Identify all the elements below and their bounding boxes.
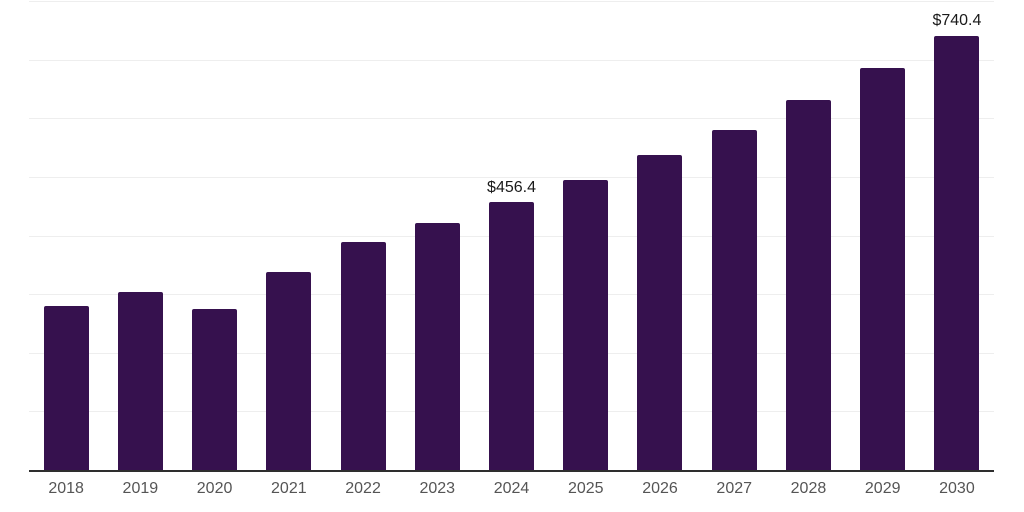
plot-area: $456.4 $740.4 <box>29 1 994 472</box>
bar-cell-2018 <box>29 1 103 470</box>
bar-cell-2019 <box>103 1 177 470</box>
bar-cell-2027 <box>697 1 771 470</box>
x-tick-2029: 2029 <box>864 480 901 497</box>
x-tick-2028: 2028 <box>790 480 827 497</box>
x-axis-labels: 2018 2019 2020 2021 2022 2023 2024 2025 2026 2027… <box>29 479 994 500</box>
bar-2025 <box>563 180 609 470</box>
bar-value-label-2030: $740.4 <box>932 12 982 30</box>
x-tick-2023: 2023 <box>419 480 456 497</box>
bar-2019 <box>117 291 163 470</box>
bar-2022 <box>340 241 386 470</box>
bar-cell-2025 <box>549 1 623 470</box>
bar-2029 <box>860 68 906 470</box>
gridline-700 <box>29 59 994 61</box>
bar-2027 <box>711 129 757 470</box>
bar-cell-2020 <box>177 1 251 470</box>
gridline-800 <box>29 1 994 2</box>
x-tick-2022: 2022 <box>345 480 381 497</box>
bar-value-label-2024: $456.4 <box>487 178 536 196</box>
x-tick-2019: 2019 <box>122 480 159 497</box>
x-tick-2021: 2021 <box>271 480 307 497</box>
bar-cell-2022 <box>326 1 400 470</box>
x-tick-2027: 2027 <box>716 480 753 497</box>
x-tick-2030: 2030 <box>939 480 975 497</box>
bar-cell-2030: $740.4 <box>920 1 994 470</box>
bar-cell-2026 <box>623 1 697 470</box>
bar-cell-2024: $456.4 <box>474 1 548 470</box>
bar-2021 <box>266 271 312 470</box>
x-tick-2025: 2025 <box>567 480 604 497</box>
bar-cell-2021 <box>252 1 326 470</box>
gridline-600 <box>29 118 994 120</box>
x-tick-2024: 2024 <box>493 480 530 497</box>
bar-2026 <box>637 155 683 470</box>
x-tick-2026: 2026 <box>642 480 678 497</box>
bar-2028 <box>785 99 831 470</box>
x-tick-2018: 2018 <box>48 480 84 497</box>
gridline-500 <box>29 176 994 178</box>
x-tick-2020: 2020 <box>196 480 233 497</box>
bar-series: $456.4 $740.4 <box>29 1 994 470</box>
bar-2030 <box>934 35 980 470</box>
bar-cell-2028 <box>771 1 845 470</box>
bar-cell-2029 <box>846 1 920 470</box>
bar-2020 <box>192 309 238 470</box>
bar-2024 <box>489 202 535 470</box>
bar-2018 <box>43 305 89 470</box>
bar-cell-2023 <box>400 1 474 470</box>
bar-2023 <box>414 223 460 470</box>
